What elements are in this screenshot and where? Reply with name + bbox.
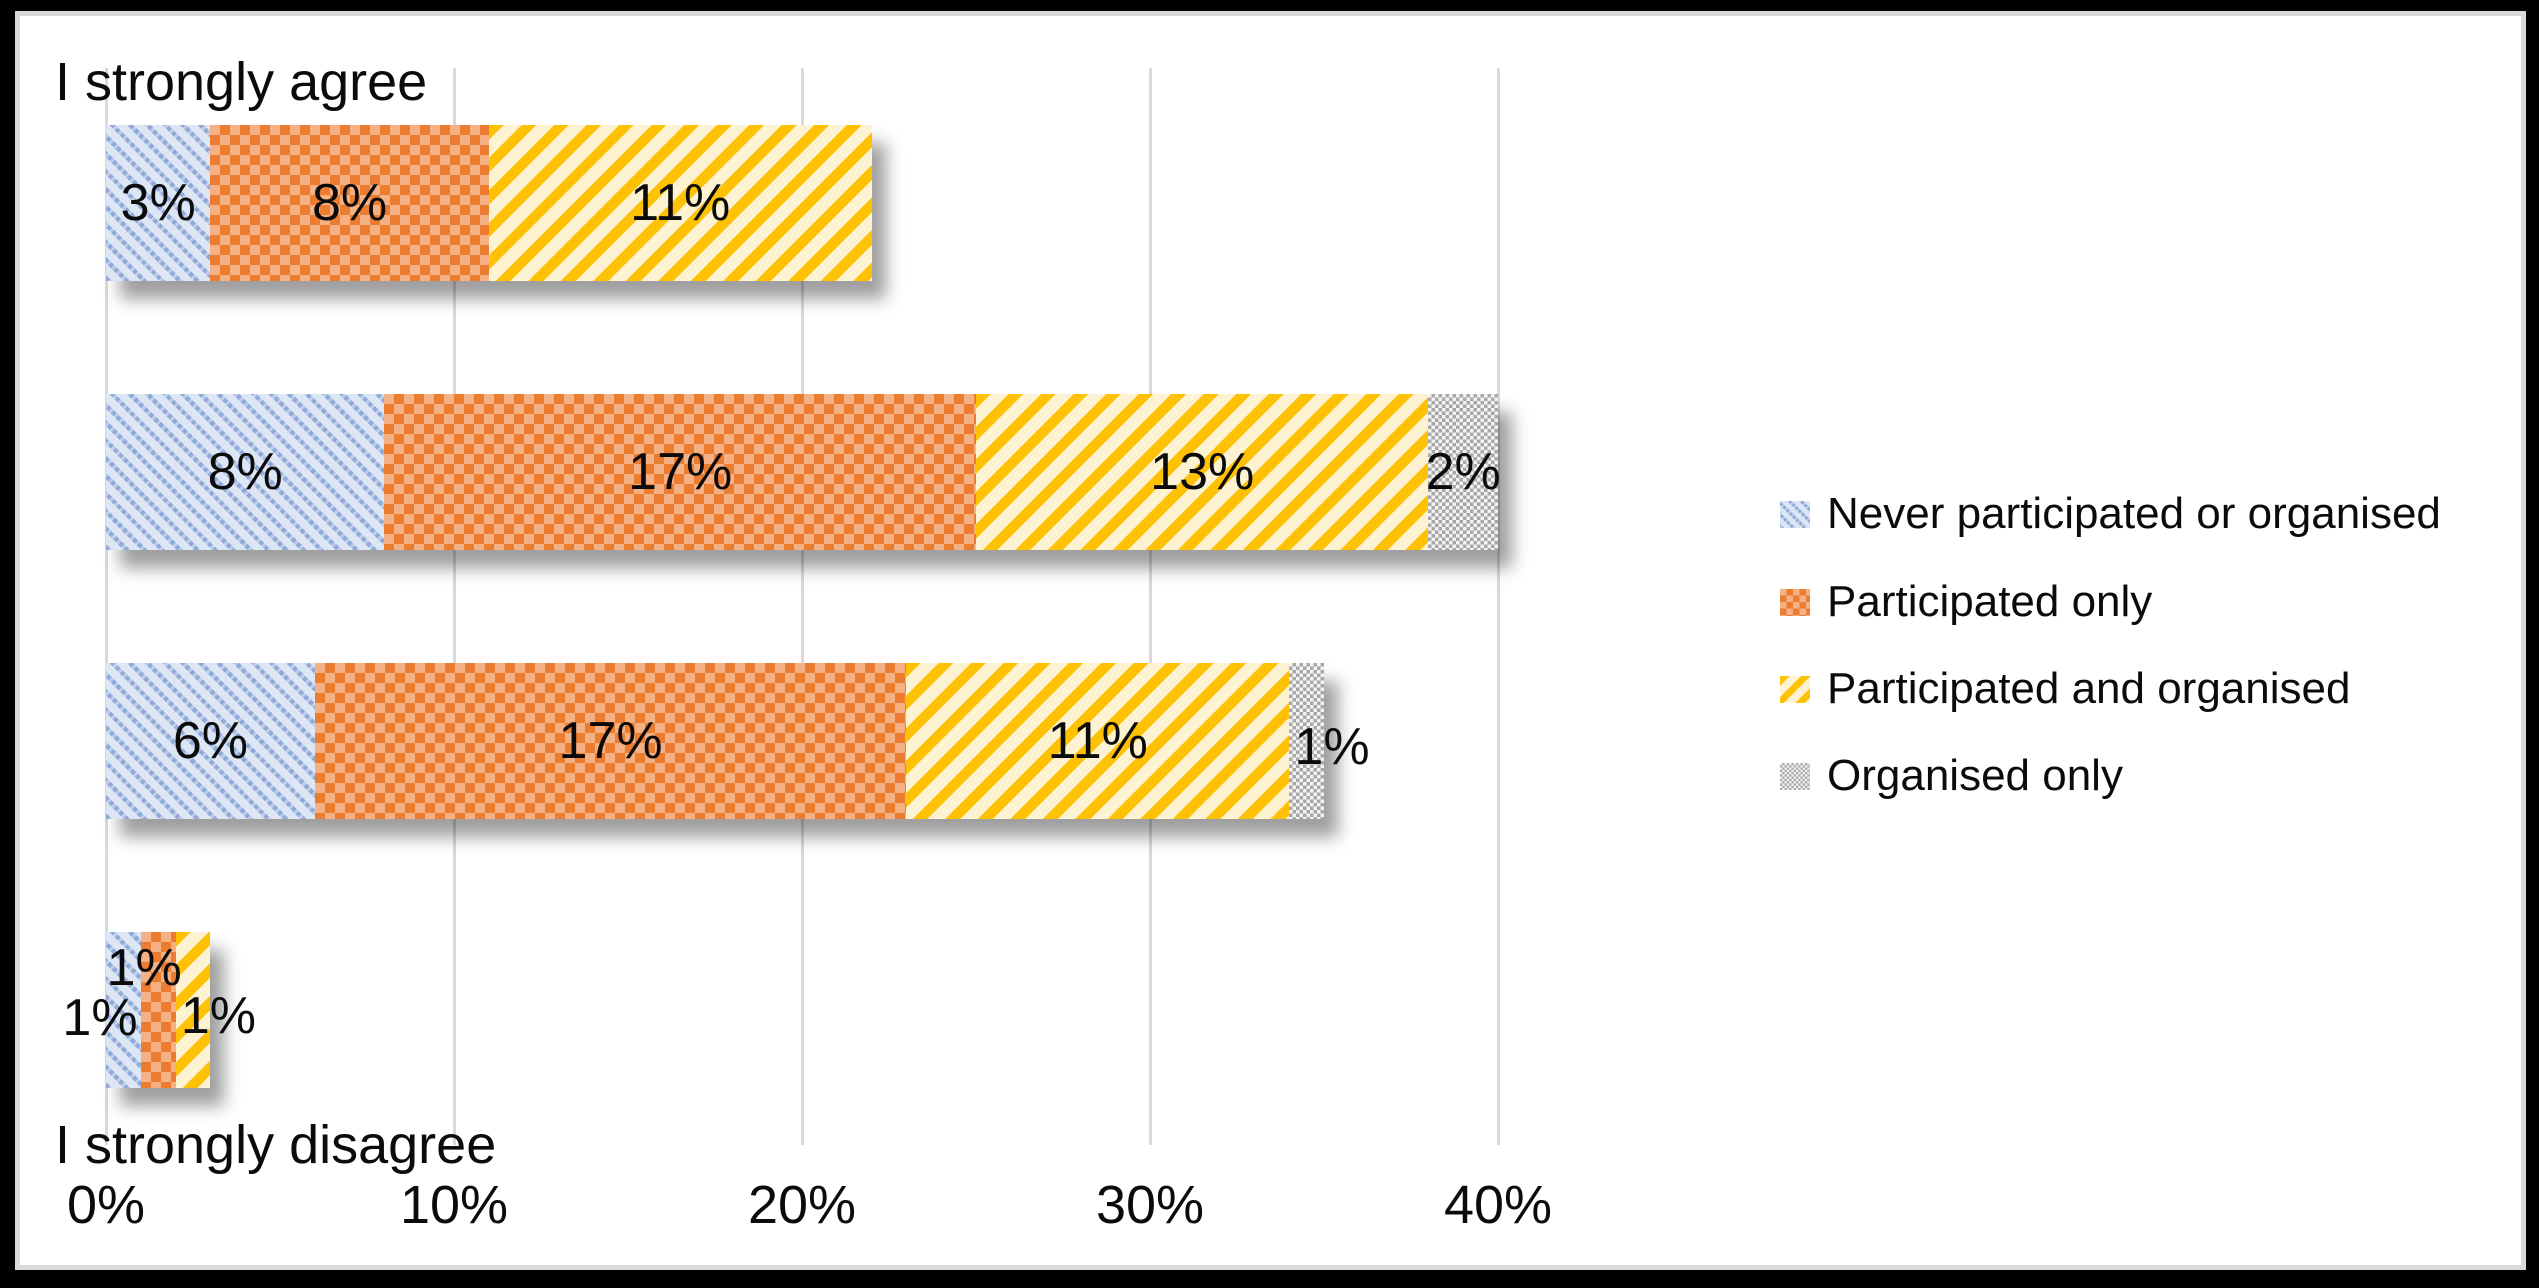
legend-item: Organised only (1780, 749, 2123, 803)
data-label: 11% (630, 173, 731, 232)
bar-row: 6% 17% 11% (106, 663, 1324, 820)
legend-label: Never participated or organised (1827, 489, 2441, 538)
legend: Never participated or organised Particip… (1780, 0, 2520, 1288)
legend-swatch-orange-checker (1780, 588, 1810, 616)
legend-item: Participated and organised (1780, 662, 2350, 716)
bar-segment (1289, 663, 1324, 820)
bar-segment: 3% (106, 124, 211, 281)
x-axis-tick-label: 40% (1443, 1175, 1553, 1235)
legend-label: Organised only (1827, 751, 2123, 800)
data-label: 8% (312, 173, 388, 232)
bar-segment (106, 932, 141, 1089)
legend-swatch-blue-diagonal (1780, 500, 1810, 528)
bar-segment: 2% (1425, 393, 1501, 550)
data-label: 2% (1425, 442, 1501, 501)
x-axis-tick-label: 0% (66, 1175, 146, 1235)
x-axis-tick-label: 20% (747, 1175, 857, 1235)
bar-segment: 6% (106, 663, 315, 820)
bar-row (106, 932, 211, 1089)
bar-segment: 11% (906, 663, 1290, 820)
data-label: 17% (628, 442, 733, 501)
x-gridline (1496, 68, 1500, 1145)
data-label: 3% (120, 173, 196, 232)
bar-segment: 17% (314, 663, 907, 820)
bar-row: 8% 17% 13% 2% (106, 393, 1501, 550)
data-label: 11% (1047, 712, 1148, 771)
bar-segment: 13% (976, 393, 1429, 550)
bar-segment: 8% (106, 393, 385, 550)
x-axis-tick-label: 10% (399, 1175, 509, 1235)
bar-segment: 17% (384, 393, 976, 550)
legend-swatch-yellow-stripe (1780, 675, 1810, 703)
data-label: 6% (172, 712, 248, 771)
data-label: 1% (1294, 718, 1370, 777)
category-annotation: I strongly disagree (55, 1115, 497, 1176)
data-label: 13% (1150, 442, 1255, 501)
legend-swatch-gray-checker (1780, 762, 1810, 790)
data-label: 1% (62, 989, 138, 1048)
bar-segment: 8% (210, 124, 489, 281)
data-label: 17% (558, 712, 663, 771)
bar-segment (175, 932, 211, 1089)
bar-segment: 11% (488, 124, 872, 281)
bar-row: 3% 8% 11% (106, 124, 872, 281)
x-gridline (1148, 68, 1152, 1145)
bar-segment (140, 932, 176, 1089)
legend-item: Never participated or organised (1780, 487, 2441, 541)
x-gridline (104, 68, 108, 1145)
x-gridline (800, 68, 804, 1145)
legend-label: Participated and organised (1827, 664, 2351, 713)
data-label: 8% (207, 442, 283, 501)
data-label: 1% (180, 987, 256, 1046)
data-label: 1% (106, 939, 182, 998)
x-axis-tick-label: 30% (1095, 1175, 1205, 1235)
category-annotation: I strongly agree (55, 51, 428, 112)
x-gridline (452, 68, 456, 1145)
legend-item: Participated only (1780, 575, 2152, 629)
legend-label: Participated only (1827, 577, 2153, 626)
